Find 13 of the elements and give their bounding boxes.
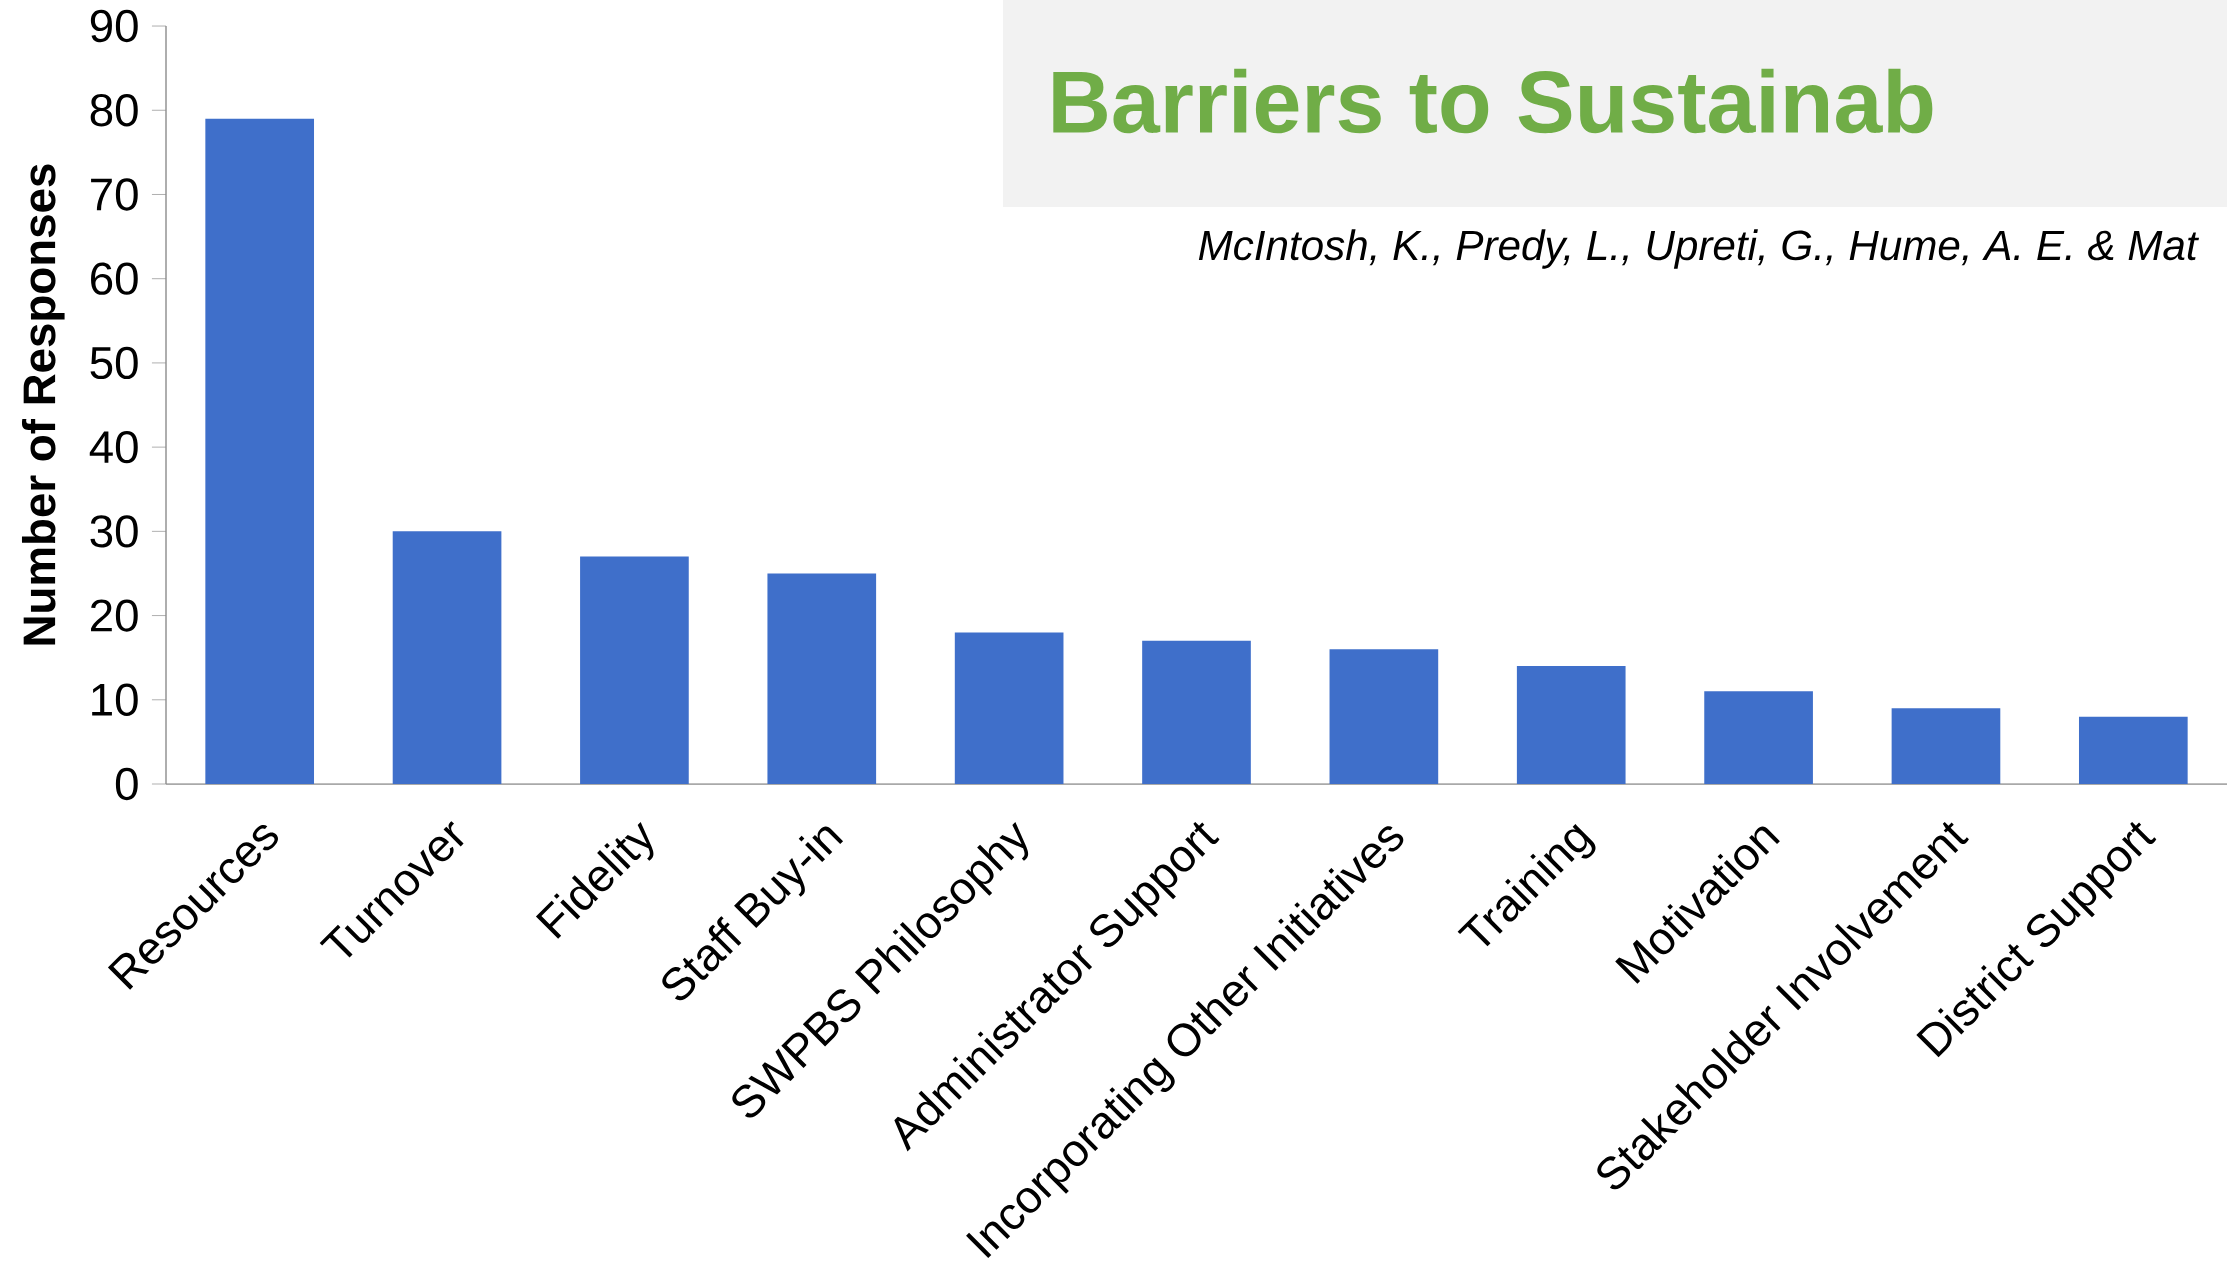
text: McIntosh, K., Predy, L., Upreti, G., Hume, A. E. & Mat: [1198, 229, 2200, 269]
y-tick-label: 50: [90, 346, 138, 380]
y-tick-label: 30: [90, 515, 138, 548]
y-axis-title: Number of Responses: [21, 164, 65, 645]
y-tick-label: 90: [90, 9, 138, 43]
y-tick-label: 80: [90, 94, 138, 127]
y-tick-label: 10: [92, 683, 138, 716]
y-tick-label: 20: [91, 599, 138, 632]
y-tick-label: 0: [115, 767, 138, 801]
y-tick-label: 70: [91, 178, 138, 211]
y-tick-label: 40: [89, 430, 138, 464]
chart-title: Barriers to Sustainab: [1053, 68, 1933, 134]
y-tick-label: 60: [91, 262, 138, 295]
